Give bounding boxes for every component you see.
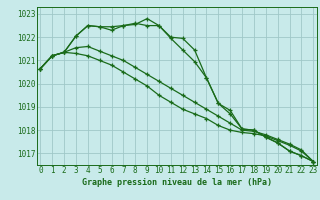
X-axis label: Graphe pression niveau de la mer (hPa): Graphe pression niveau de la mer (hPa) — [82, 178, 272, 187]
